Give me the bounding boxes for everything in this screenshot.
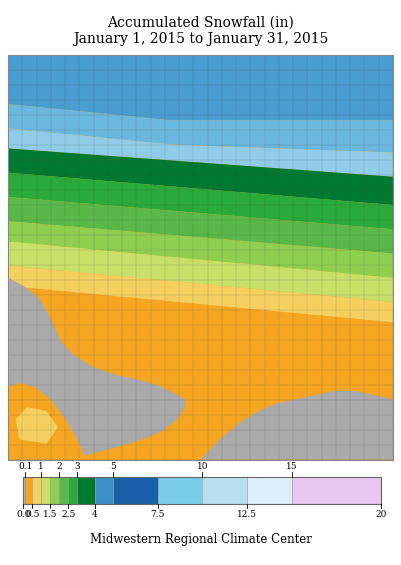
Polygon shape	[8, 128, 393, 177]
Bar	[203, 477, 247, 503]
Bar	[247, 477, 292, 503]
Text: 5: 5	[110, 462, 116, 471]
Bar	[292, 477, 381, 503]
Polygon shape	[8, 241, 393, 302]
Polygon shape	[16, 407, 58, 444]
Text: 20: 20	[376, 510, 387, 519]
Text: 3: 3	[74, 462, 80, 471]
Bar	[23, 477, 381, 503]
Bar	[59, 477, 68, 503]
Text: Midwestern Regional Climate Center: Midwestern Regional Climate Center	[89, 533, 312, 546]
Polygon shape	[8, 266, 393, 322]
Bar	[50, 477, 59, 503]
Polygon shape	[8, 55, 393, 460]
Text: 2: 2	[57, 462, 62, 471]
Text: January 1, 2015 to January 31, 2015: January 1, 2015 to January 31, 2015	[73, 32, 328, 46]
Polygon shape	[8, 55, 393, 120]
Text: 0.1: 0.1	[18, 462, 32, 471]
Text: 10: 10	[196, 462, 208, 471]
Text: 4: 4	[92, 510, 98, 519]
Polygon shape	[200, 391, 393, 460]
Bar	[25, 477, 32, 503]
Text: 1: 1	[38, 462, 44, 471]
Text: 1.5: 1.5	[43, 510, 57, 519]
Bar	[158, 477, 203, 503]
Polygon shape	[8, 197, 393, 254]
Bar	[77, 477, 95, 503]
Polygon shape	[8, 55, 185, 460]
Text: 0.0: 0.0	[16, 510, 30, 519]
Bar	[23, 477, 25, 503]
Polygon shape	[8, 149, 393, 205]
Polygon shape	[8, 173, 393, 229]
Text: 15: 15	[286, 462, 298, 471]
Bar	[32, 477, 41, 503]
Polygon shape	[8, 221, 393, 278]
Text: 7.5: 7.5	[150, 510, 165, 519]
Bar	[113, 477, 158, 503]
Polygon shape	[8, 383, 85, 460]
Text: Accumulated Snowfall (in): Accumulated Snowfall (in)	[107, 16, 294, 29]
Text: 2.5: 2.5	[61, 510, 75, 519]
Text: 12.5: 12.5	[237, 510, 257, 519]
Bar	[41, 477, 50, 503]
Bar	[95, 477, 113, 503]
Text: 0.5: 0.5	[25, 510, 40, 519]
Polygon shape	[8, 104, 393, 153]
Bar	[68, 477, 77, 503]
